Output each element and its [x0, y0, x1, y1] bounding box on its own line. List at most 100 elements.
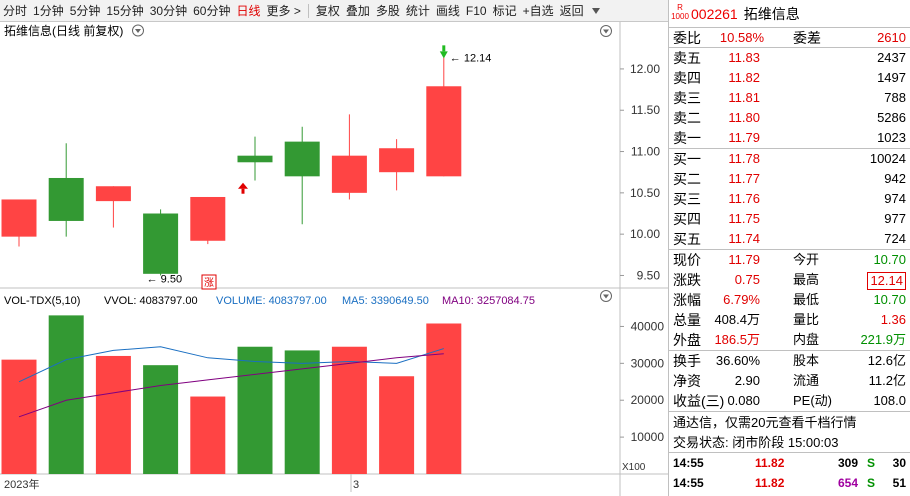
bid-label: 买三 — [673, 191, 701, 207]
stat-value: 6.79% — [723, 292, 760, 307]
fund-value: 11.2亿 — [868, 373, 906, 388]
ask-row[interactable]: 卖二 11.80 5286 — [669, 108, 910, 128]
toolbar-item-15[interactable]: +自选 — [522, 3, 554, 18]
bid-volume: 942 — [884, 171, 906, 186]
signal-up-arrow-icon — [238, 182, 248, 189]
chart-title: 拓维信息(日线 前复权) — [4, 23, 123, 38]
candle-body — [95, 186, 131, 202]
quote-header: R 1000 002261 拓维信息 — [669, 0, 910, 28]
vol-tick-label: 20000 — [631, 393, 665, 407]
tick-row[interactable]: 14:55 11.82 654 S 51 — [669, 473, 910, 493]
volume-bar — [237, 346, 273, 474]
stat-row: 现价 11.79 今开 10.70 — [669, 250, 910, 270]
low-annotation: ← 9.50 — [147, 273, 182, 285]
stock-code: 002261 — [691, 5, 738, 22]
ask-row[interactable]: 卖一 11.79 1023 — [669, 128, 910, 148]
tick-time: 14:55 — [673, 476, 704, 490]
candle-body — [237, 155, 273, 163]
price-tick-label: 12.00 — [630, 62, 660, 76]
bid-label: 买一 — [673, 151, 701, 167]
ask-price: 11.79 — [728, 130, 760, 145]
price-tick-label: 9.50 — [637, 268, 661, 282]
candle-body — [331, 155, 367, 193]
ask-price: 11.80 — [728, 110, 760, 125]
toolbar-item-2[interactable]: 5分钟 — [69, 3, 101, 18]
stat-label: 内盘 — [793, 332, 820, 347]
fund-label: 收益(三) — [673, 393, 725, 409]
volume-bar — [190, 396, 226, 474]
ask-label: 卖一 — [673, 130, 701, 146]
ask-volume: 5286 — [877, 110, 906, 125]
price-tick-label: 10.00 — [630, 227, 660, 241]
volume-bar — [426, 323, 462, 474]
toolbar-item-7[interactable]: 更多 > — [266, 3, 301, 18]
toolbar-item-8[interactable]: 复权 — [315, 3, 340, 18]
toolbar-item-0[interactable]: 分时 — [3, 3, 28, 18]
weibi-value: 10.58% — [719, 30, 764, 45]
ma10-line — [18, 353, 444, 418]
candle-body — [284, 141, 320, 177]
date-label: 2023年 — [4, 477, 39, 491]
candle-body — [143, 213, 179, 274]
stat-value: 0.75 — [734, 272, 760, 287]
fund-value: 2.90 — [734, 373, 760, 388]
stat-label: 外盘 — [673, 332, 701, 348]
bid-row[interactable]: 买三 11.76 974 — [669, 189, 910, 209]
signal-down-arrow-icon — [439, 51, 448, 59]
volume-bar — [48, 315, 84, 474]
tick-row[interactable]: 14:55 11.82 309 S 30 — [669, 453, 910, 473]
stat-label: 总量 — [673, 312, 701, 328]
bid-row[interactable]: 买二 11.77 942 — [669, 169, 910, 189]
chevron-down-icon[interactable] — [591, 6, 601, 16]
fund-value: 0.080 — [727, 393, 760, 408]
vol-unit: X100 — [622, 462, 646, 473]
fund-row: 换手 36.60% 股本 12.6亿 — [669, 351, 910, 371]
toolbar-item-16[interactable]: 返回 — [559, 3, 584, 18]
stat-value: 10.70 — [873, 252, 906, 267]
bid-price: 11.76 — [728, 191, 760, 206]
kline-chart[interactable]: 拓维信息(日线 前复权) 12.00 11.50 11.00 10.50 10.00 9.5… — [0, 22, 668, 496]
bid-volume: 10024 — [869, 151, 906, 166]
bid-price: 11.78 — [728, 151, 760, 166]
bid-price: 11.75 — [728, 211, 760, 226]
chart-canvas[interactable]: 拓维信息(日线 前复权) 12.00 11.50 11.00 10.50 10.00 9.5… — [0, 22, 668, 496]
toolbar-item-4[interactable]: 30分钟 — [149, 3, 188, 18]
bid-volume: 977 — [884, 211, 906, 226]
ask-price: 11.83 — [728, 50, 760, 65]
vol-legend-item: VOL-TDX(5,10) — [4, 295, 80, 307]
ask-volume: 2437 — [877, 50, 906, 65]
ask-price: 11.81 — [728, 90, 760, 105]
stat-value: 12.14 — [867, 272, 906, 290]
candle-body — [48, 177, 84, 221]
bid-row[interactable]: 买一 11.78 10024 — [669, 149, 910, 169]
ask-row[interactable]: 卖五 11.83 2437 — [669, 48, 910, 68]
vol-dropdown-icon — [600, 290, 612, 302]
weibi-row: 委比 10.58% 委差 2610 — [669, 28, 910, 48]
ask-row[interactable]: 卖三 11.81 788 — [669, 88, 910, 108]
tick-list[interactable]: 14:5511.82309S3014:5511.82654S5114:5611.… — [669, 453, 910, 496]
stat-label: 最低 — [793, 292, 820, 307]
toolbar-item-14[interactable]: 标记 — [492, 3, 517, 18]
toolbar-item-3[interactable]: 15分钟 — [106, 3, 144, 18]
toolbar-item-5[interactable]: 60分钟 — [193, 3, 231, 18]
ask-row[interactable]: 卖四 11.82 1497 — [669, 68, 910, 88]
toolbar-item-9[interactable]: 叠加 — [345, 3, 370, 18]
toolbar-item-6[interactable]: 日线 — [236, 3, 261, 18]
tick-count: 30 — [892, 456, 906, 470]
bid-volume: 974 — [884, 191, 906, 206]
toolbar-item-10[interactable]: 多股 — [375, 3, 400, 18]
toolbar-item-13[interactable]: F10 — [465, 3, 487, 18]
toolbar-item-11[interactable]: 统计 — [405, 3, 430, 18]
stat-value: 221.9万 — [860, 332, 906, 347]
stat-value: 186.5万 — [714, 332, 760, 347]
toolbar-item-1[interactable]: 1分钟 — [33, 3, 64, 18]
volume-bar — [284, 350, 320, 474]
bid-row[interactable]: 买五 11.74 724 — [669, 229, 910, 249]
candle-body — [190, 196, 226, 241]
tick-price: 11.82 — [755, 476, 785, 490]
bid-row[interactable]: 买四 11.75 977 — [669, 209, 910, 229]
candle-body — [379, 148, 415, 173]
fund-label: 换手 — [673, 353, 701, 369]
toolbar-item-12[interactable]: 画线 — [435, 3, 460, 18]
ad-banner[interactable]: 通达信，仅需20元查看千档行情 — [669, 411, 910, 433]
